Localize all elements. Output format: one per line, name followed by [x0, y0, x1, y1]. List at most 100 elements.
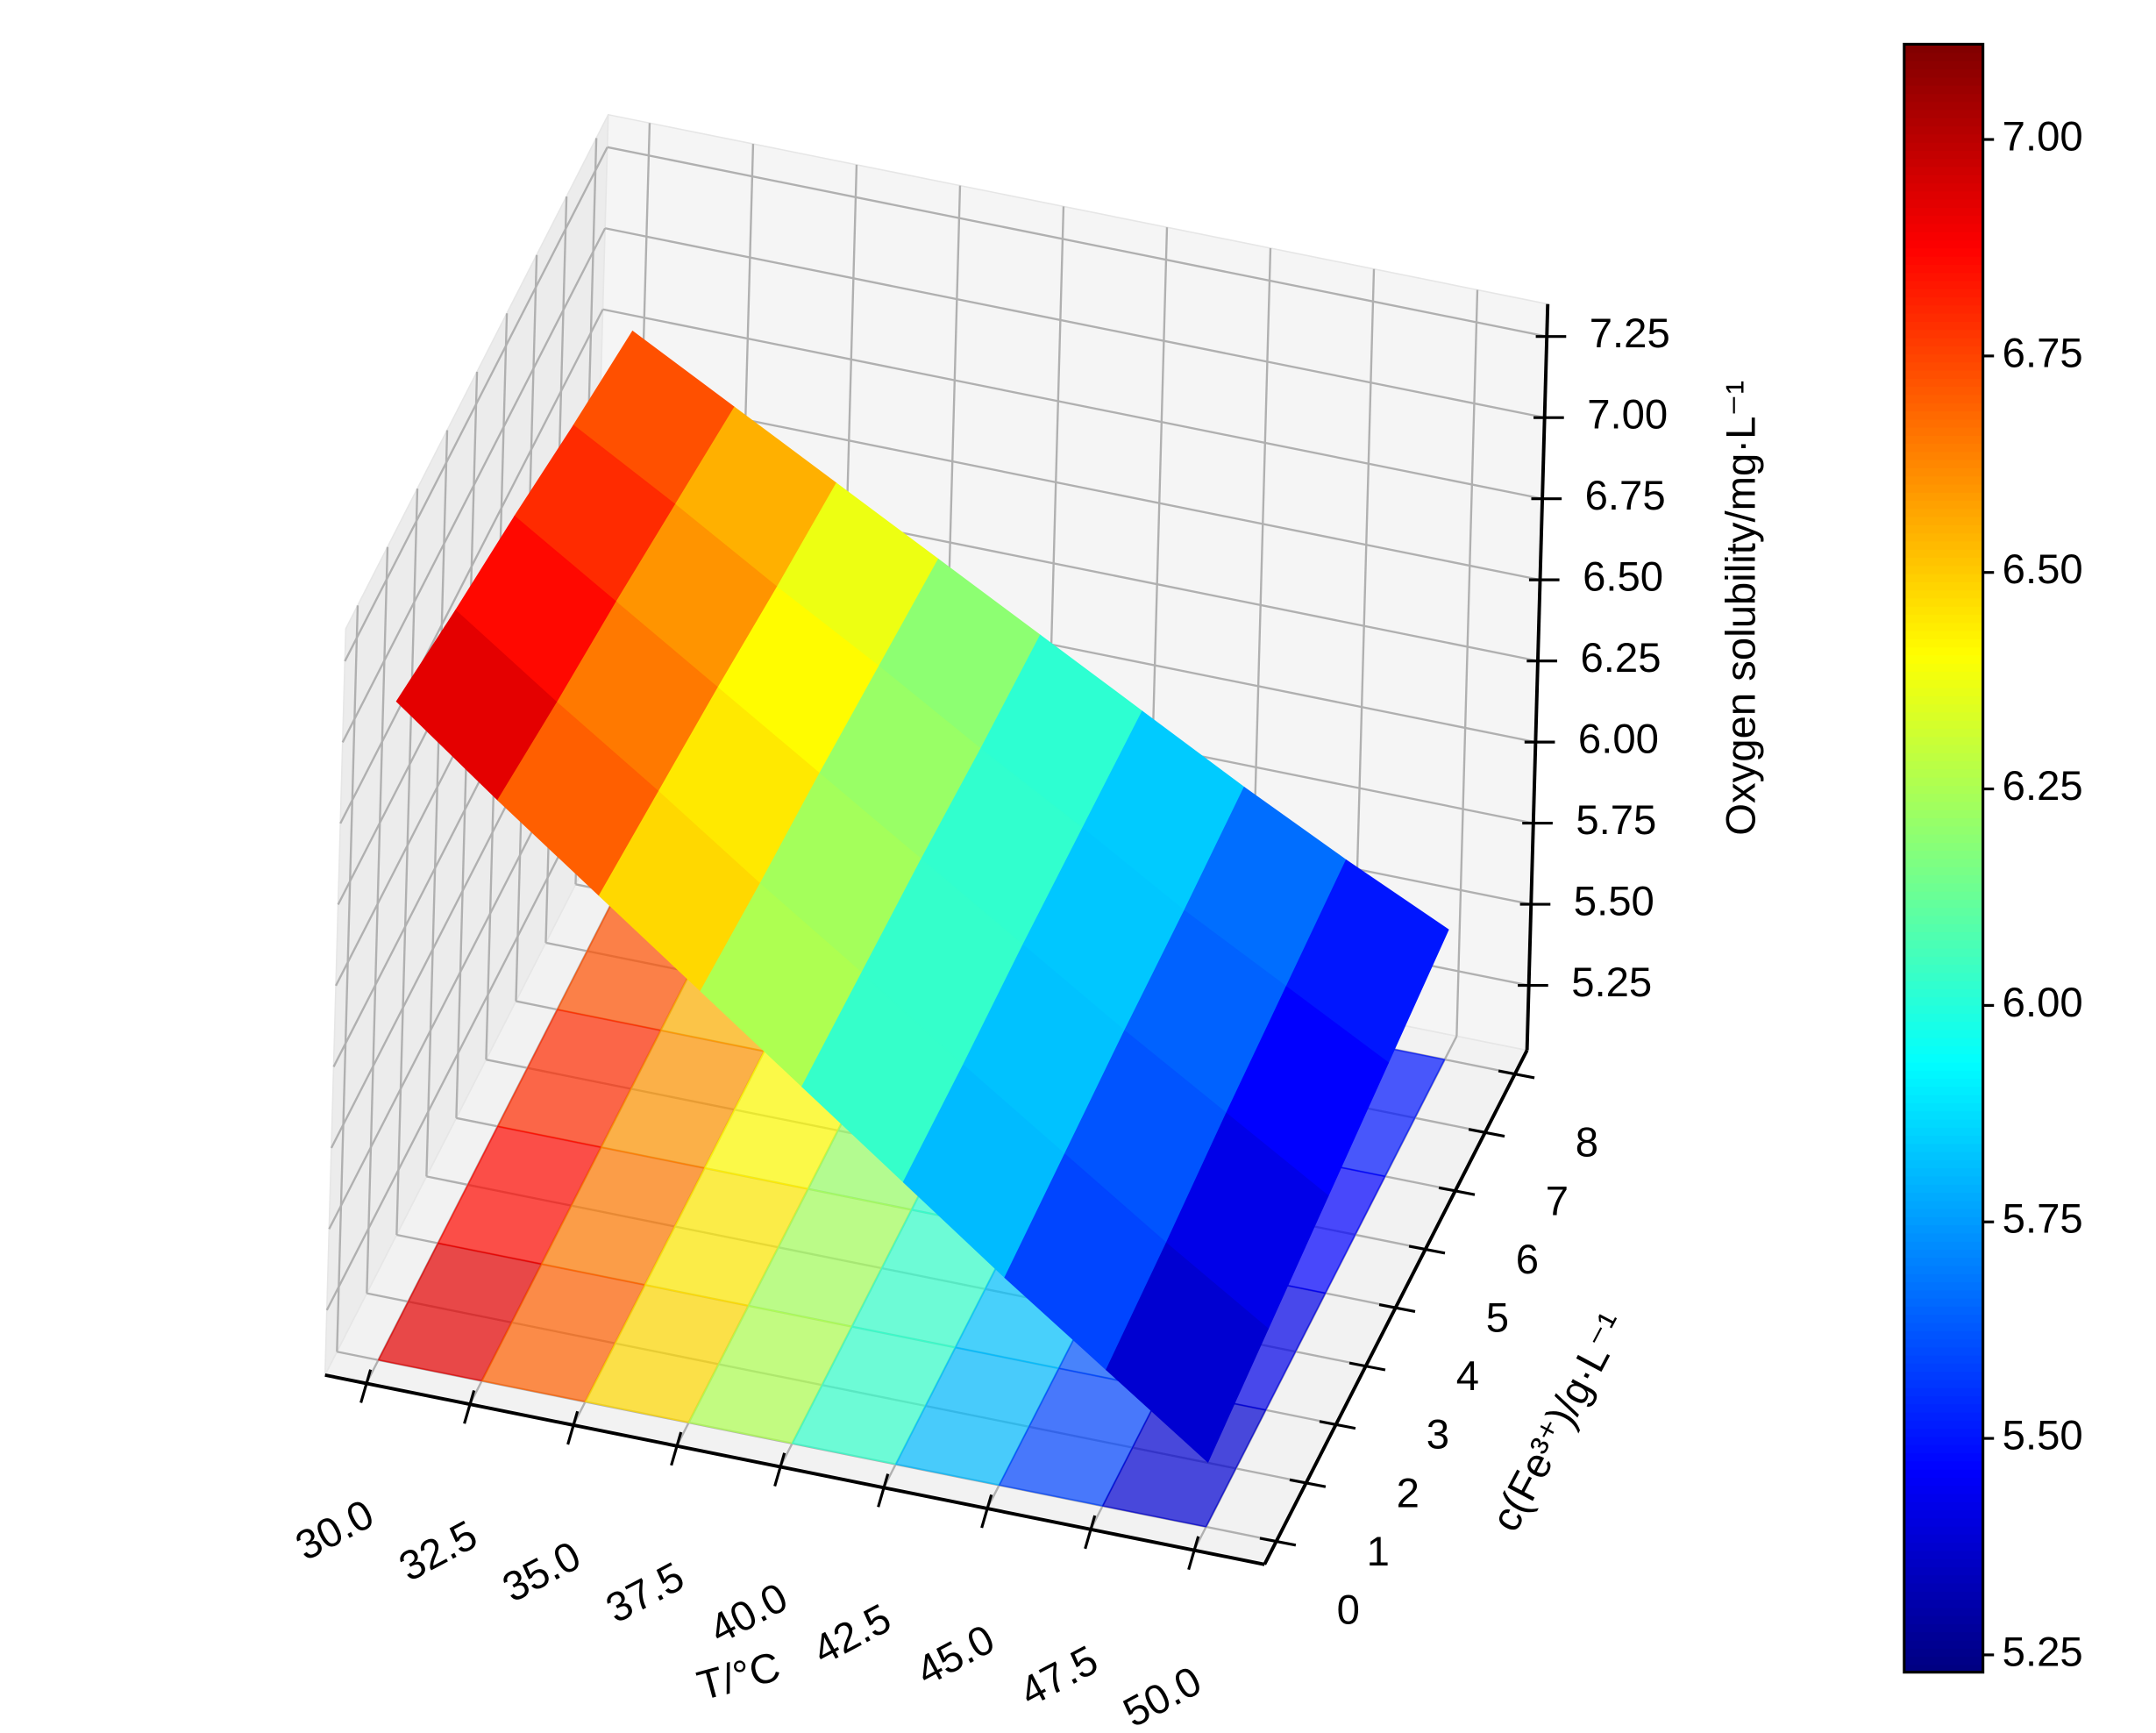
- z-tick-label: 5.75: [1576, 797, 1656, 844]
- surface: [395, 330, 1449, 1464]
- colorbar-band: [1903, 1362, 1983, 1373]
- colorbar-band: [1903, 1086, 1983, 1095]
- colorbar-band: [1903, 44, 1983, 53]
- colorbar-band: [1903, 801, 1983, 810]
- colorbar-band: [1903, 1314, 1983, 1323]
- colorbar-band: [1903, 1069, 1983, 1080]
- colorbar-band: [1903, 410, 1983, 420]
- colorbar-band: [1903, 1371, 1983, 1380]
- colorbar-band: [1903, 426, 1983, 436]
- colorbar-band: [1903, 1411, 1983, 1421]
- colorbar-band: [1903, 866, 1983, 876]
- colorbar-band: [1903, 1517, 1983, 1527]
- x-tick-label: 42.5: [806, 1595, 899, 1674]
- y-tick: [1259, 1537, 1297, 1547]
- colorbar-band: [1903, 304, 1983, 314]
- colorbar-band: [1903, 1444, 1983, 1454]
- colorbar-band: [1903, 874, 1983, 884]
- colorbar-band: [1903, 1501, 1983, 1510]
- y-tick: [1319, 1420, 1356, 1430]
- grid-line: [607, 146, 1548, 338]
- y-tick: [1289, 1478, 1327, 1488]
- colorbar-band: [1903, 329, 1983, 339]
- colorbar-band: [1903, 182, 1983, 192]
- colorbar-band: [1903, 1664, 1983, 1673]
- colorbar-band: [1903, 1558, 1983, 1567]
- colorbar-band: [1903, 443, 1983, 453]
- surface-patch: [1106, 1242, 1269, 1464]
- z-axis-label: Oxygen solubility/mg·L⁻¹: [1718, 381, 1764, 836]
- colorbar-band: [1903, 955, 1983, 966]
- colorbar-band: [1903, 158, 1983, 168]
- colorbar-band: [1903, 337, 1983, 346]
- colorbar-band: [1903, 1232, 1983, 1242]
- colorbar-tick-label: 6.25: [2003, 763, 2083, 809]
- colorbar-band: [1903, 662, 1983, 673]
- colorbar-band: [1903, 1257, 1983, 1266]
- colorbar-tick-label: 6.50: [2003, 546, 2083, 593]
- colorbar-band: [1903, 1273, 1983, 1283]
- colorbar-band: [1903, 1029, 1983, 1038]
- y-tick-label: 5: [1486, 1294, 1509, 1341]
- colorbar-band: [1903, 1102, 1983, 1112]
- colorbar-band: [1903, 988, 1983, 998]
- colorbar-band: [1903, 141, 1983, 152]
- colorbar-band: [1903, 947, 1983, 957]
- z-tick-label: 5.50: [1574, 879, 1654, 925]
- colorbar-band: [1903, 1004, 1983, 1014]
- colorbar-band: [1903, 1143, 1983, 1152]
- z-tick-label: 7.00: [1587, 392, 1668, 439]
- colorbar-band: [1903, 1379, 1983, 1388]
- colorbar-band: [1903, 1452, 1983, 1462]
- colorbar-band: [1903, 1656, 1983, 1665]
- colorbar-band: [1903, 532, 1983, 542]
- colorbar-band: [1903, 434, 1983, 445]
- colorbar-band: [1903, 1265, 1983, 1274]
- colorbar-band: [1903, 614, 1983, 624]
- colorbar-band: [1903, 540, 1983, 550]
- colorbar-band: [1903, 703, 1983, 713]
- colorbar-band: [1903, 508, 1983, 517]
- colorbar-band: [1903, 109, 1983, 118]
- colorbar-band: [1903, 1330, 1983, 1340]
- colorbar-band: [1903, 1533, 1983, 1544]
- colorbar-band: [1903, 1061, 1983, 1071]
- colorbar-band: [1903, 1249, 1983, 1259]
- colorbar-band: [1903, 174, 1983, 184]
- colorbar-band: [1903, 1322, 1983, 1331]
- colorbar-band: [1903, 1428, 1983, 1437]
- colorbar-band: [1903, 1468, 1983, 1478]
- colorbar-band: [1903, 736, 1983, 745]
- x-tick-label: 30.0: [288, 1491, 381, 1570]
- grid-line: [600, 389, 1541, 581]
- colorbar-band: [1903, 68, 1983, 78]
- x-tick-label: 35.0: [495, 1532, 588, 1611]
- colorbar-band: [1903, 231, 1983, 241]
- colorbar-band: [1903, 833, 1983, 843]
- x-tick-label: 50.0: [1116, 1658, 1209, 1733]
- y-tick: [1408, 1244, 1446, 1255]
- x-tick-label: 32.5: [392, 1512, 485, 1591]
- colorbar-band: [1903, 1045, 1983, 1055]
- colorbar-tick-label: 6.00: [2003, 980, 2083, 1026]
- x-axis-line: [324, 1373, 1265, 1566]
- colorbar-tick-label: 5.50: [2003, 1413, 2083, 1459]
- colorbar-band: [1903, 1550, 1983, 1559]
- y-tick: [1438, 1186, 1476, 1196]
- z-tick-label: 7.25: [1590, 310, 1670, 357]
- colorbar-band: [1903, 353, 1983, 363]
- colorbar-band: [1903, 1306, 1983, 1316]
- colorbar: 5.25 5.50 5.75 6.00 6.25 6.50 6.75 7.00: [1903, 42, 2083, 1675]
- colorbar-band: [1903, 744, 1983, 753]
- colorbar-band: [1903, 1175, 1983, 1185]
- colorbar-band: [1903, 923, 1983, 933]
- colorbar-band: [1903, 939, 1983, 949]
- colorbar-band: [1903, 345, 1983, 355]
- z-tick-label: 6.00: [1578, 717, 1659, 763]
- colorbar-band: [1903, 264, 1983, 274]
- colorbar-band: [1903, 101, 1983, 111]
- y-tick-label: 3: [1427, 1412, 1449, 1458]
- z-axis-line: [1525, 303, 1550, 1051]
- colorbar-band: [1903, 1639, 1983, 1649]
- colorbar-band: [1903, 312, 1983, 322]
